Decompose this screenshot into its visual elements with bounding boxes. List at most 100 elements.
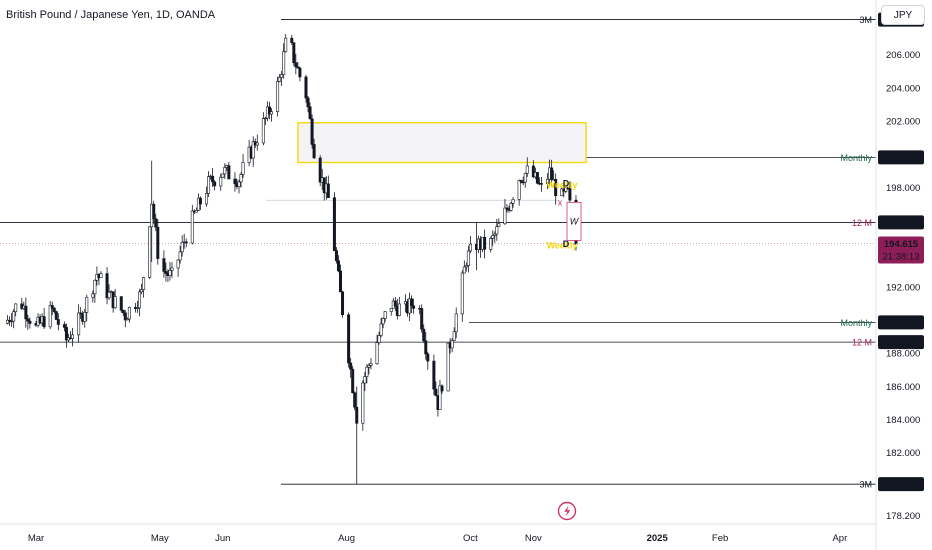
candle (523, 172, 527, 188)
candle-body (213, 181, 217, 187)
candle (304, 74, 308, 103)
candle (349, 358, 353, 378)
candle (566, 186, 570, 190)
candle (375, 334, 379, 365)
currency-button[interactable]: JPY (881, 5, 925, 25)
candle (99, 271, 103, 279)
candle-body (105, 273, 109, 299)
candle (269, 108, 273, 122)
candle (505, 203, 509, 213)
candle (369, 358, 373, 370)
candle-body (136, 307, 140, 310)
candle (223, 163, 227, 179)
candle-body (62, 324, 66, 328)
candle-body (375, 342, 379, 365)
candle-body (464, 265, 468, 268)
candle-body (446, 342, 450, 392)
candle (83, 308, 87, 328)
price-tag-value: 180.102 (884, 480, 918, 491)
candle (263, 116, 267, 126)
candle (26, 314, 30, 330)
candle (91, 290, 95, 303)
price-tag: 188.666 (878, 335, 924, 350)
price-tag-value: 195.886 (884, 218, 918, 229)
candle-body (298, 67, 302, 78)
candle (483, 229, 487, 259)
candle-body (454, 313, 458, 333)
candle (227, 162, 231, 180)
candle (284, 34, 288, 53)
candle (531, 160, 535, 179)
candle (154, 213, 158, 232)
candle (241, 153, 245, 178)
candle-body (176, 259, 180, 269)
candle (377, 331, 381, 345)
candle (296, 61, 300, 69)
candle-body (107, 291, 111, 299)
candle-body (531, 165, 535, 178)
price-tag-value: 188.666 (884, 338, 918, 349)
candle (156, 219, 160, 265)
candle-body (184, 241, 188, 244)
candle (24, 297, 28, 328)
candle-body (493, 233, 497, 236)
candle (519, 179, 523, 184)
candle (119, 296, 123, 313)
candle (454, 307, 458, 339)
candle-body (550, 167, 554, 180)
candle-body (14, 303, 18, 313)
candle-body (424, 340, 428, 355)
candle-body (495, 226, 499, 235)
candle-body (326, 183, 330, 199)
candle-body (434, 388, 438, 396)
candle (489, 236, 493, 253)
candle (77, 304, 81, 343)
candle (503, 198, 507, 225)
candle (440, 384, 444, 394)
candle-body (361, 382, 365, 424)
candle-body (438, 385, 442, 410)
candle (211, 167, 215, 187)
candle (113, 288, 117, 310)
candle (464, 262, 468, 272)
price-tick: 188.000 (886, 349, 920, 360)
candle (121, 309, 125, 317)
candle (71, 327, 75, 347)
candle-body (278, 77, 282, 82)
candle-body (535, 172, 539, 184)
candle-body (261, 118, 265, 144)
candle-body (410, 298, 414, 307)
time-axis[interactable]: Mar May Jun Aug Oct Nov 2025 Feb Apr (28, 533, 847, 544)
candle-body (332, 197, 336, 251)
candle-body (77, 312, 81, 336)
current-price-value: 194.615 (884, 239, 919, 250)
candle (351, 365, 355, 394)
candle (142, 276, 146, 298)
candle (450, 338, 454, 353)
candle (107, 284, 111, 300)
lightning-icon[interactable] (557, 501, 577, 521)
candle (466, 245, 470, 273)
candle (168, 261, 172, 281)
candle-body (148, 226, 152, 278)
candle-body (318, 157, 322, 183)
candle-body (251, 141, 255, 159)
candle (422, 324, 426, 343)
candle-body (24, 305, 28, 320)
candle (310, 114, 314, 149)
price-tick: 192.000 (886, 282, 920, 293)
candle-body (353, 392, 357, 408)
candle-body (48, 305, 52, 328)
candle (79, 307, 83, 319)
candle-body (308, 106, 312, 120)
candle-body (276, 81, 280, 112)
candle-body (162, 258, 166, 272)
candle (341, 290, 345, 318)
candle-body (336, 260, 340, 272)
candle-body (334, 250, 338, 262)
candle-body (168, 270, 172, 276)
candle-body (420, 308, 424, 330)
price-axis[interactable]: 178.200 182.000 184.000 186.000 188.000 192.0… (886, 50, 920, 522)
